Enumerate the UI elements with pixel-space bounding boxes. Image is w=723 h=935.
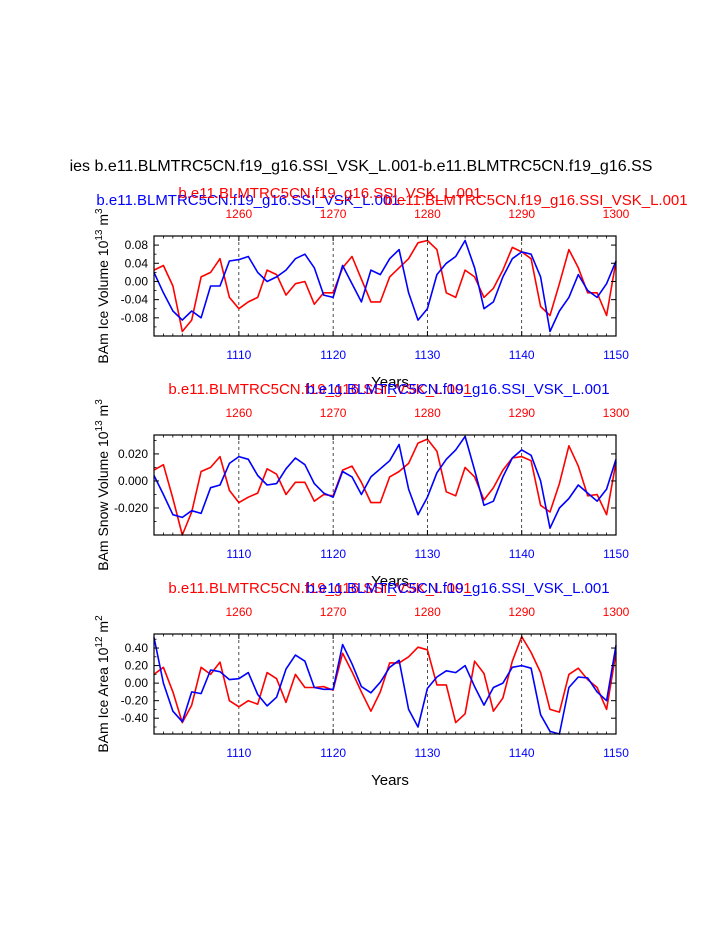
panel-title-blue: b.e11.BLMTRC5CN.f19_g16.SSI_VSK_L.001 (306, 580, 609, 597)
x-tick-label-bottom: 1130 (415, 348, 441, 362)
panel-title-blue: b.e11.BLMTRC5CN.f19_g16.SSI_VSK_L.001 (306, 381, 609, 398)
x-tick-label-bottom: 1130 (415, 547, 441, 561)
plot-frame (153, 434, 617, 536)
x-tick-label-bottom: 1110 (226, 746, 251, 760)
x-tick-label-bottom: 1120 (320, 746, 346, 760)
y-tick-label: 0.04 (125, 256, 149, 270)
y-tick-label: 0.08 (125, 238, 149, 252)
series-line-red (153, 635, 617, 724)
y-tick-label: -0.020 (114, 501, 148, 515)
x-tick-label-top: 1290 (508, 207, 535, 221)
x-tick-label-top: 1270 (320, 207, 347, 221)
x-axis-label: Years (371, 573, 409, 590)
x-tick-label-top: 1280 (414, 207, 441, 221)
y-tick-label: 0.00 (125, 274, 149, 288)
x-tick-label-top: 1300 (603, 406, 630, 420)
top-title-overlap: b.e11.BLMTRC5CN.f19_g16.SSI_VSK_L.001 (178, 185, 481, 202)
x-tick-label-bottom: 1120 (320, 547, 346, 561)
series-line-blue (153, 435, 617, 530)
series-line-blue (153, 637, 617, 735)
y-axis-label-part: m (95, 214, 111, 230)
y-axis-label: BAm Ice Area 1012 m2 (94, 615, 111, 753)
plot-frame (153, 235, 617, 337)
y-tick-label: -0.08 (121, 311, 149, 325)
y-axis-label-part: 13 (94, 229, 105, 241)
y-tick-label: 0.20 (125, 659, 149, 673)
y-tick-label: 0.40 (125, 641, 149, 655)
x-tick-label-top: 1270 (320, 406, 347, 420)
x-tick-label-top: 1260 (226, 406, 253, 420)
panel-title-red: b.e11.BLMTRC5CN.f19_g16.SSI_VSK_L.001 (168, 580, 471, 597)
y-axis-label-part: 3 (94, 208, 105, 214)
x-tick-label-top: 1300 (603, 207, 630, 221)
series-line-red (153, 239, 617, 333)
y-tick-label: -0.40 (121, 711, 149, 725)
x-tick-label-bottom: 1150 (603, 746, 629, 760)
y-axis-label-part: 3 (94, 399, 105, 405)
y-axis-label-part: 13 (94, 420, 105, 432)
y-axis-label: BAm Ice Volume 1013 m3 (94, 208, 111, 364)
x-tick-label-bottom: 1110 (226, 547, 251, 561)
x-tick-label-top: 1270 (320, 605, 347, 619)
chart-panel-2: b.e11.BLMTRC5CN.f19_g16.SSI_VSK_L.001b.e… (94, 381, 630, 590)
x-tick-label-top: 1280 (414, 406, 441, 420)
y-axis-label-part: BAm Ice Volume 10 (95, 240, 111, 363)
chart-panel-1: 1110 1120 1130 1140 1150 1260 1270 1280 1290 1300… (94, 207, 630, 391)
plot-frame (153, 633, 617, 735)
y-axis-label-part: BAm Snow Volume 10 (95, 431, 111, 571)
x-tick-label-top: 1260 (226, 605, 253, 619)
x-tick-label-bottom: 1150 (603, 547, 629, 561)
x-tick-label-bottom: 1110 (226, 348, 251, 362)
chart-panels: 1110 1120 1130 1140 1150 1260 1270 1280 1290 1300… (94, 207, 630, 789)
series-line-blue (153, 239, 617, 333)
y-axis-label-part: BAm Ice Area 10 (95, 647, 111, 752)
x-axis-label: Years (371, 374, 409, 391)
x-tick-label-top: 1280 (414, 605, 441, 619)
chart-panel-3: b.e11.BLMTRC5CN.f19_g16.SSI_VSK_L.001b.e… (94, 580, 630, 789)
y-tick-label: 0.000 (118, 474, 148, 488)
x-tick-label-bottom: 1130 (415, 746, 441, 760)
top-title-red: b.e11.BLMTRC5CN.f19_g16.SSI_VSK_L.001 (384, 192, 687, 209)
x-tick-label-top: 1290 (508, 406, 535, 420)
x-tick-label-bottom: 1140 (509, 547, 535, 561)
x-tick-label-bottom: 1140 (509, 746, 535, 760)
x-tick-label-top: 1300 (603, 605, 630, 619)
x-tick-label-bottom: 1120 (320, 348, 346, 362)
main-title: ies b.e11.BLMTRC5CN.f19_g16.SSI_VSK_L.00… (70, 158, 653, 175)
panel-title-red: b.e11.BLMTRC5CN.f19_g16.SSI_VSK_L.001 (168, 381, 471, 398)
y-axis-label-part: 12 (94, 636, 105, 648)
x-tick-label-bottom: 1140 (509, 348, 535, 362)
y-tick-label: 0.020 (118, 447, 148, 461)
y-tick-label: -0.04 (121, 293, 149, 307)
series-line-red (153, 438, 617, 536)
y-axis-label: BAm Snow Volume 1013 m3 (94, 399, 111, 571)
x-axis-label: Years (371, 772, 409, 789)
y-axis-label-part: 2 (94, 615, 105, 621)
x-tick-label-top: 1290 (508, 605, 535, 619)
x-tick-label-top: 1260 (226, 207, 253, 221)
y-tick-label: 0.00 (125, 676, 149, 690)
x-tick-label-bottom: 1150 (603, 348, 629, 362)
y-axis-label-part: m (95, 621, 111, 637)
top-title-blue: b.e11.BLMTRC5CN.f19_g16.SSI_VSK_L.001 (96, 192, 399, 209)
y-axis-label-part: m (95, 405, 111, 421)
y-tick-label: -0.20 (121, 694, 149, 708)
